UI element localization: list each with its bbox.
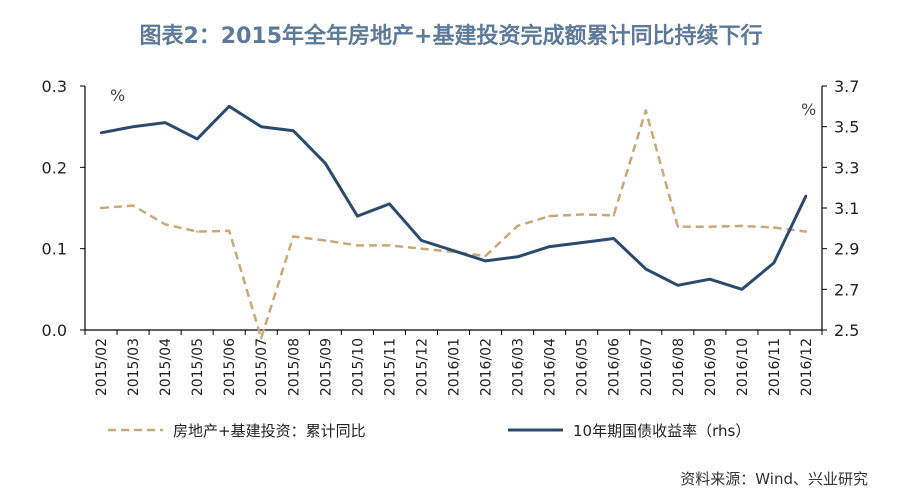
right-tick-label: 3.5 <box>834 118 859 137</box>
x-tick-label: 2015/05 <box>190 338 206 396</box>
x-tick-label: 2016/06 <box>607 338 623 396</box>
series-2-point <box>131 125 135 128</box>
right-tick-label: 3.7 <box>834 77 859 96</box>
x-tick-label: 2016/09 <box>703 338 719 396</box>
left-tick-label: 0.1 <box>42 240 67 259</box>
series-2-point <box>612 237 615 240</box>
series-1-point <box>804 230 808 233</box>
chart-title: 图表2：2015年全年房地产+基建投资完成额累计同比持续下行 <box>139 24 763 49</box>
x-tick-label: 2015/10 <box>350 338 366 396</box>
series-2-point <box>804 194 808 197</box>
series-1-point <box>708 225 712 228</box>
series-1-point <box>548 214 551 218</box>
x-tick-label: 2015/08 <box>286 338 302 396</box>
x-tick-label: 2015/02 <box>94 338 110 396</box>
x-tick-label: 2016/12 <box>799 338 815 396</box>
series-2-point <box>227 105 231 108</box>
series-2-point <box>163 121 167 124</box>
series-2-point <box>260 125 263 128</box>
series-2-point <box>292 129 295 132</box>
series-layer <box>99 104 808 340</box>
x-tick-label: 2015/11 <box>382 338 398 396</box>
series-1-point <box>772 226 776 229</box>
series-2-point <box>580 241 583 244</box>
series-2-point <box>644 267 647 271</box>
right-unit-label: % <box>801 100 816 119</box>
x-tick-label: 2016/08 <box>671 338 687 396</box>
right-tick-label: 2.7 <box>834 280 859 299</box>
series-1-point <box>420 247 423 250</box>
x-tick-label: 2015/03 <box>126 338 142 396</box>
series-line-2 <box>100 104 808 291</box>
series-2-point <box>772 261 776 265</box>
x-tick-label: 2016/05 <box>575 338 591 396</box>
x-tick-label: 2016/11 <box>767 338 783 396</box>
x-tick-label: 2016/10 <box>735 338 751 396</box>
series-1-point <box>292 235 295 238</box>
series-2-point <box>388 202 391 206</box>
series-1-point <box>260 336 263 340</box>
series-2-point <box>740 288 744 291</box>
series-1-point <box>131 204 135 207</box>
legend-label-1: 房地产+基建投资：累计同比 <box>173 422 366 440</box>
series-1-point <box>580 213 583 216</box>
x-tick-label: 2015/12 <box>414 338 430 396</box>
x-tick-label: 2016/02 <box>479 338 495 396</box>
series-line-1 <box>100 109 807 340</box>
x-tick-label: 2016/07 <box>639 338 655 396</box>
series-1-point <box>676 225 680 228</box>
series-1-point <box>163 223 167 226</box>
left-tick-label: 0.3 <box>42 77 67 96</box>
series-1-point <box>227 229 231 232</box>
series-2-point <box>195 137 199 141</box>
axes-layer: 0.0 0.1 0.2 0.3 2.5 2.7 2.9 3.1 3.3 3.5 3.7%% 2015/… <box>42 77 860 396</box>
series-1-point <box>324 239 327 242</box>
left-unit-label: % <box>110 86 125 105</box>
series-2-point <box>324 162 327 165</box>
right-tick-label: 2.9 <box>834 240 859 259</box>
series-2-point <box>420 239 423 242</box>
series-1-point <box>644 109 647 112</box>
series-1-point <box>195 230 199 233</box>
x-tick-label: 2015/09 <box>318 338 334 396</box>
series-2-point <box>676 284 680 287</box>
right-tick-label: 2.5 <box>834 321 859 340</box>
left-tick-label: 0.0 <box>42 321 67 340</box>
x-tick-label: 2016/01 <box>447 338 463 396</box>
series-2-point <box>548 245 551 248</box>
series-1-point <box>388 244 391 247</box>
series-2-point <box>452 249 455 252</box>
series-1-point <box>484 254 487 258</box>
series-1-point <box>612 214 615 217</box>
right-tick-label: 3.3 <box>834 158 859 177</box>
x-tick-label: 2016/04 <box>543 338 559 396</box>
series-1-point <box>99 206 103 210</box>
source-note: 资料来源：Wind、兴业研究 <box>680 470 868 488</box>
series-2-point <box>516 255 519 258</box>
x-tick-label: 2016/03 <box>511 338 527 396</box>
x-tick-label: 2015/07 <box>254 338 270 396</box>
x-tick-label: 2015/04 <box>158 338 174 396</box>
x-tick-label: 2015/06 <box>222 338 238 396</box>
right-tick-label: 3.1 <box>834 199 859 218</box>
series-1-point <box>356 244 359 247</box>
series-2-point <box>99 131 103 134</box>
legend-label-2: 10年期国债收益率（rhs） <box>573 422 750 440</box>
left-tick-label: 0.2 <box>42 158 67 177</box>
series-1-point <box>516 224 519 228</box>
series-2-point <box>356 214 359 218</box>
series-2-point <box>708 277 712 281</box>
series-1-point <box>740 224 744 228</box>
legend: 房地产+基建投资：累计同比 10年期国债收益率（rhs） <box>108 422 750 440</box>
series-2-point <box>484 259 487 263</box>
